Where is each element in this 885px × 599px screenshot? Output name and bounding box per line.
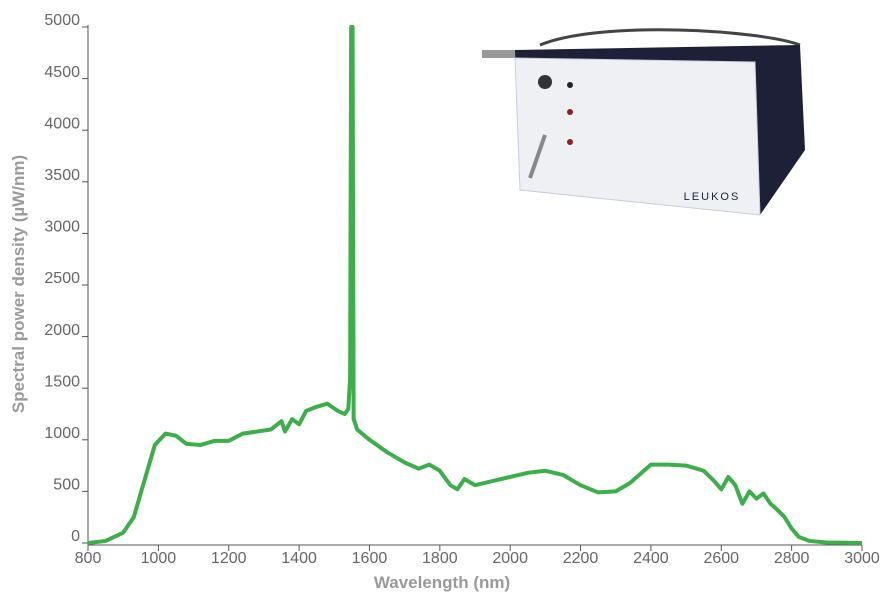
y-tick-label: 5000 [44, 12, 80, 29]
y-tick-label: 1500 [44, 373, 80, 390]
product-photo: LEUKOS [482, 30, 805, 215]
y-tick-label: 3000 [44, 219, 80, 236]
cable [540, 30, 800, 45]
y-tick-label: 2000 [44, 322, 80, 339]
led [567, 109, 573, 115]
x-tick-label: 2000 [492, 550, 528, 567]
y-tick-label: 0 [71, 528, 80, 545]
y-tick-label: 500 [53, 477, 80, 494]
chart: LEUKOS Wavelength (nm) Spectral power de… [0, 0, 885, 599]
x-tick-label: 1600 [352, 550, 388, 567]
x-tick-label: 3000 [844, 550, 880, 567]
x-tick-label: 2200 [563, 550, 599, 567]
x-axis-label: Wavelength (nm) [374, 573, 510, 592]
brand-logo: LEUKOS [684, 191, 741, 203]
x-tick-label: 1000 [141, 550, 177, 567]
y-tick-label: 1000 [44, 425, 80, 442]
y-tick-label: 4000 [44, 115, 80, 132]
y-axis-label: Spectral power density (µW/nm) [9, 155, 28, 413]
x-tick-label: 1200 [211, 550, 247, 567]
x-tick-label: 2400 [633, 550, 669, 567]
x-tick-label: 800 [75, 550, 102, 567]
knob [538, 75, 552, 89]
led [567, 139, 573, 145]
x-tick-label: 1800 [422, 550, 458, 567]
x-tick-label: 1400 [281, 550, 317, 567]
y-tick-label: 3500 [44, 167, 80, 184]
x-tick-label: 2600 [703, 550, 739, 567]
led [567, 82, 573, 88]
x-tick-label: 2800 [774, 550, 810, 567]
y-tick-label: 4500 [44, 64, 80, 81]
y-tick-label: 2500 [44, 270, 80, 287]
